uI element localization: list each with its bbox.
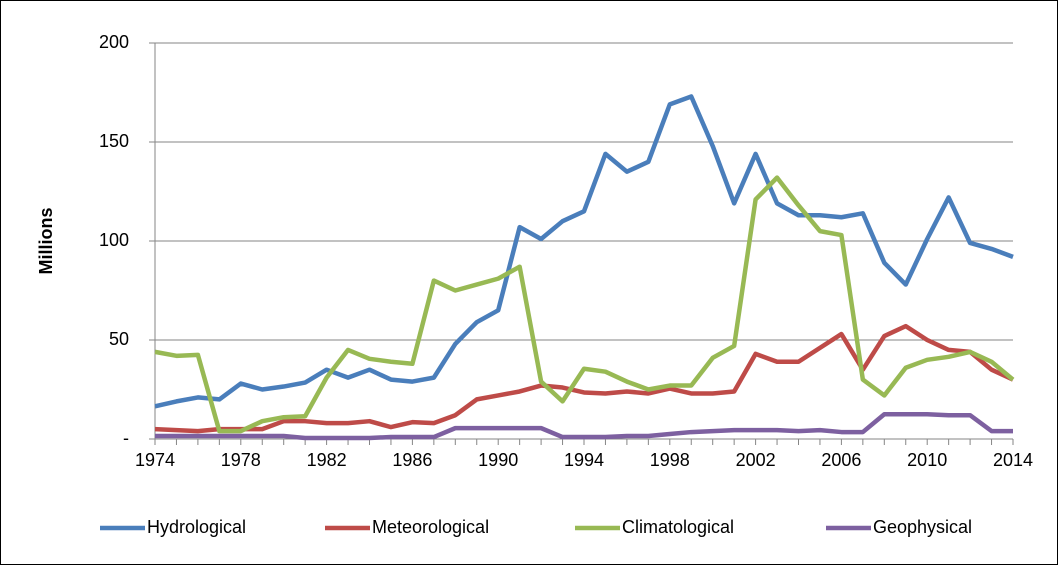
x-tick-label: 1974: [135, 450, 175, 470]
y-tick-label: -: [123, 428, 129, 448]
legend-label: Climatological: [622, 517, 734, 537]
legend-label: Geophysical: [873, 517, 972, 537]
y-tick-label: 100: [99, 230, 129, 250]
x-tick-label: 1986: [392, 450, 432, 470]
y-tick-label: 50: [109, 329, 129, 349]
series-line: [155, 412, 1013, 441]
x-tick-label: 1994: [564, 450, 604, 470]
y-axis-label: Millions: [36, 208, 56, 275]
legend-label: Meteorological: [372, 517, 489, 537]
series-line: [154, 94, 1014, 409]
x-tick-label: 2002: [736, 450, 776, 470]
x-tick-label: 1998: [650, 450, 690, 470]
series-line: [154, 175, 1015, 434]
x-tick-label: 2014: [993, 450, 1033, 470]
y-tick-label: 150: [99, 131, 129, 151]
x-tick-label: 2010: [907, 450, 947, 470]
x-tick-label: 1978: [221, 450, 261, 470]
x-tick-label: 2006: [821, 450, 861, 470]
x-tick-label: 1990: [478, 450, 518, 470]
legend-label: Hydrological: [147, 517, 246, 537]
series-line: [154, 323, 1014, 434]
y-tick-label: 200: [99, 32, 129, 52]
x-tick-label: 1982: [307, 450, 347, 470]
